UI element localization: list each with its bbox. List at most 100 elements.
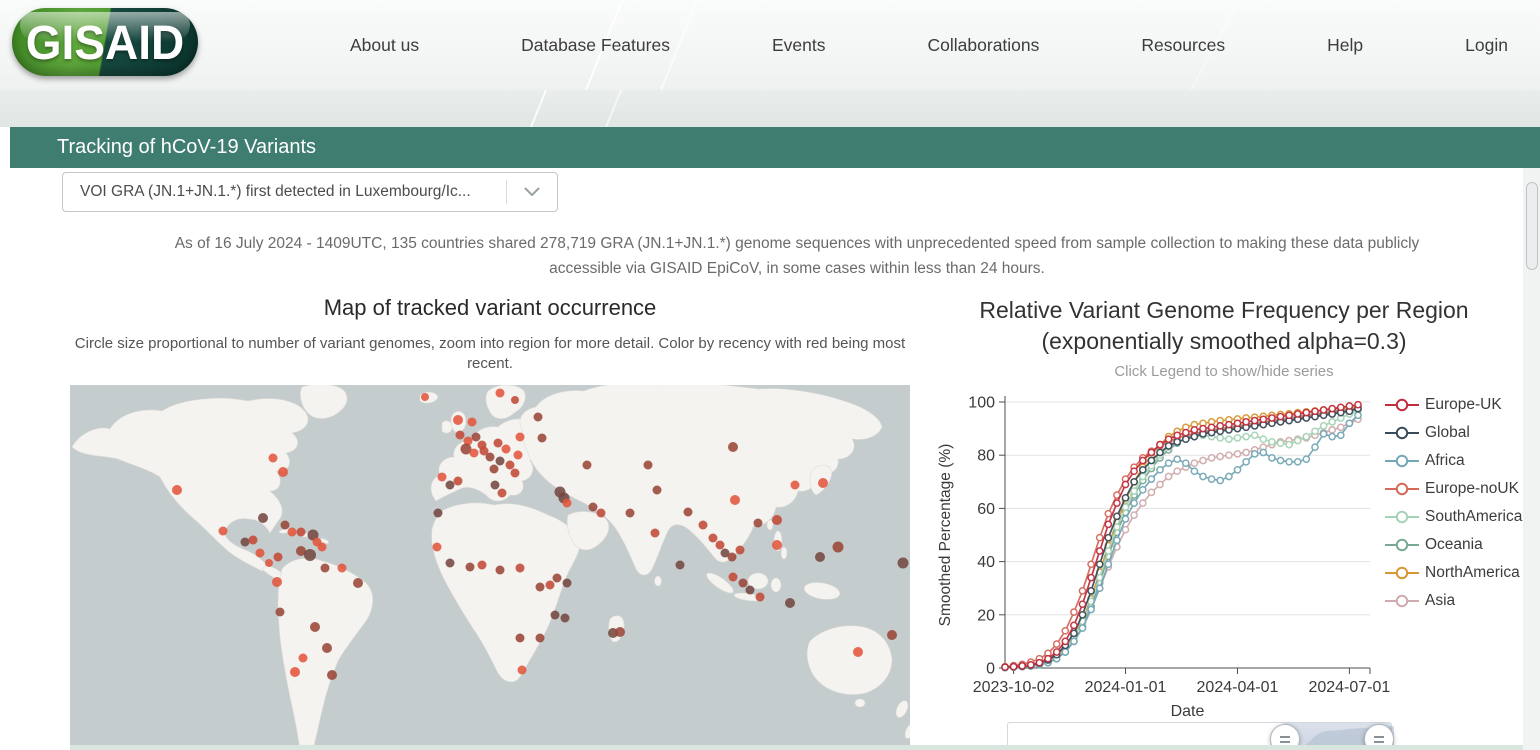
map-dot[interactable] xyxy=(815,552,825,562)
world-map[interactable] xyxy=(70,385,910,750)
map-dot[interactable] xyxy=(280,520,290,530)
map-dot[interactable] xyxy=(495,565,505,575)
map-dot[interactable] xyxy=(698,520,708,530)
map-dot[interactable] xyxy=(310,622,320,632)
nav-item-help[interactable]: Help xyxy=(1327,34,1364,55)
map-dot[interactable] xyxy=(510,468,520,478)
map-dot[interactable] xyxy=(772,540,782,550)
map-dot[interactable] xyxy=(298,653,308,663)
map-dot[interactable] xyxy=(650,528,660,538)
map-dot[interactable] xyxy=(485,452,495,462)
map-dot[interactable] xyxy=(304,549,316,561)
map-dot[interactable] xyxy=(596,508,606,518)
map-dot[interactable] xyxy=(683,507,693,517)
vertical-scrollbar[interactable] xyxy=(1523,168,1540,750)
map-dot[interactable] xyxy=(258,513,268,523)
map-dot[interactable] xyxy=(785,598,795,608)
variant-select[interactable]: VOI GRA (JN.1+JN.1.*) first detected in … xyxy=(62,172,558,212)
map-dot[interactable] xyxy=(790,480,800,490)
map-dot[interactable] xyxy=(728,442,738,452)
map-dot[interactable] xyxy=(471,432,481,442)
map-dot[interactable] xyxy=(652,485,662,495)
map-dot[interactable] xyxy=(560,613,570,623)
map-dot[interactable] xyxy=(453,476,463,486)
nav-item-database-features[interactable]: Database Features xyxy=(521,34,670,55)
nav-item-login[interactable]: Login xyxy=(1465,34,1508,55)
map-dot[interactable] xyxy=(489,464,499,474)
map-dot[interactable] xyxy=(753,518,763,528)
map-dot[interactable] xyxy=(467,417,477,427)
legend-item-Europe-noUK[interactable]: Europe-noUK xyxy=(1385,475,1522,503)
nav-item-collaborations[interactable]: Collaborations xyxy=(927,34,1040,55)
map-dot[interactable] xyxy=(322,643,332,653)
map-dot[interactable] xyxy=(853,647,863,657)
map-dot[interactable] xyxy=(433,508,443,518)
map-dot[interactable] xyxy=(290,667,300,677)
nav-item-resources[interactable]: Resources xyxy=(1141,34,1226,55)
legend-item-Oceania[interactable]: Oceania xyxy=(1385,531,1522,559)
map-dot[interactable] xyxy=(240,537,250,547)
map-dot[interactable] xyxy=(495,388,505,398)
map-dots-layer[interactable] xyxy=(172,388,909,681)
map-dot[interactable] xyxy=(615,627,625,637)
map-dot[interactable] xyxy=(337,563,347,573)
map-dot[interactable] xyxy=(535,582,545,592)
map-dot[interactable] xyxy=(268,453,278,463)
map-dot[interactable] xyxy=(515,432,525,442)
map-dot[interactable] xyxy=(501,444,511,454)
map-dot[interactable] xyxy=(745,585,755,595)
map-dot[interactable] xyxy=(727,552,737,562)
map-dot[interactable] xyxy=(495,456,505,466)
map-dot[interactable] xyxy=(477,560,487,570)
map-dot[interactable] xyxy=(469,448,479,458)
map-dot[interactable] xyxy=(278,467,288,477)
map-dot[interactable] xyxy=(625,508,635,518)
map-dot[interactable] xyxy=(582,460,592,470)
map-dot[interactable] xyxy=(755,592,765,602)
map-dot[interactable] xyxy=(537,433,547,443)
map-dot[interactable] xyxy=(897,557,909,569)
gisaid-logo[interactable]: GISAID xyxy=(12,8,198,76)
legend-item-NorthAmerica[interactable]: NorthAmerica xyxy=(1385,559,1522,587)
map-dot[interactable] xyxy=(497,488,507,498)
map-dot[interactable] xyxy=(437,472,447,482)
map-dot[interactable] xyxy=(327,670,337,680)
map-dot[interactable] xyxy=(272,577,282,587)
map-dot[interactable] xyxy=(511,396,519,404)
legend-item-Asia[interactable]: Asia xyxy=(1385,587,1522,615)
map-dot[interactable] xyxy=(445,480,455,490)
map-dot[interactable] xyxy=(479,446,489,456)
map-dot[interactable] xyxy=(708,533,718,543)
map-dot[interactable] xyxy=(515,633,525,643)
legend-item-Global[interactable]: Global xyxy=(1385,419,1522,447)
map-dot[interactable] xyxy=(445,558,455,568)
map-dot[interactable] xyxy=(432,542,442,552)
map-dot[interactable] xyxy=(296,527,306,537)
map-dot[interactable] xyxy=(255,548,265,558)
map-dot[interactable] xyxy=(172,485,182,495)
map-dot[interactable] xyxy=(317,542,327,552)
map-dot[interactable] xyxy=(421,393,429,401)
map-dot[interactable] xyxy=(353,578,363,588)
map-dot[interactable] xyxy=(296,546,306,556)
map-dot[interactable] xyxy=(818,478,828,488)
map-dot[interactable] xyxy=(248,535,258,545)
map-dot[interactable] xyxy=(545,580,555,590)
frequency-line-chart[interactable]: 0 20 40 60 80 100 2023-10-02 2024-01-01 2024-04-… xyxy=(930,390,1518,722)
map-dot[interactable] xyxy=(588,502,598,512)
map-dot[interactable] xyxy=(730,495,740,505)
chevron-down-icon[interactable] xyxy=(507,187,557,197)
map-dot[interactable] xyxy=(738,578,748,588)
map-dot[interactable] xyxy=(517,665,527,675)
map-dot[interactable] xyxy=(772,515,782,525)
map-dot[interactable] xyxy=(513,450,523,460)
map-dot[interactable] xyxy=(535,633,545,643)
nav-item-about-us[interactable]: About us xyxy=(350,34,420,55)
map-dot[interactable] xyxy=(728,572,738,582)
map-dot[interactable] xyxy=(643,460,653,470)
world-map-svg[interactable] xyxy=(70,385,910,750)
map-dot[interactable] xyxy=(533,412,543,422)
map-dot[interactable] xyxy=(465,562,475,572)
map-dot[interactable] xyxy=(453,415,463,425)
map-dot[interactable] xyxy=(562,578,572,588)
